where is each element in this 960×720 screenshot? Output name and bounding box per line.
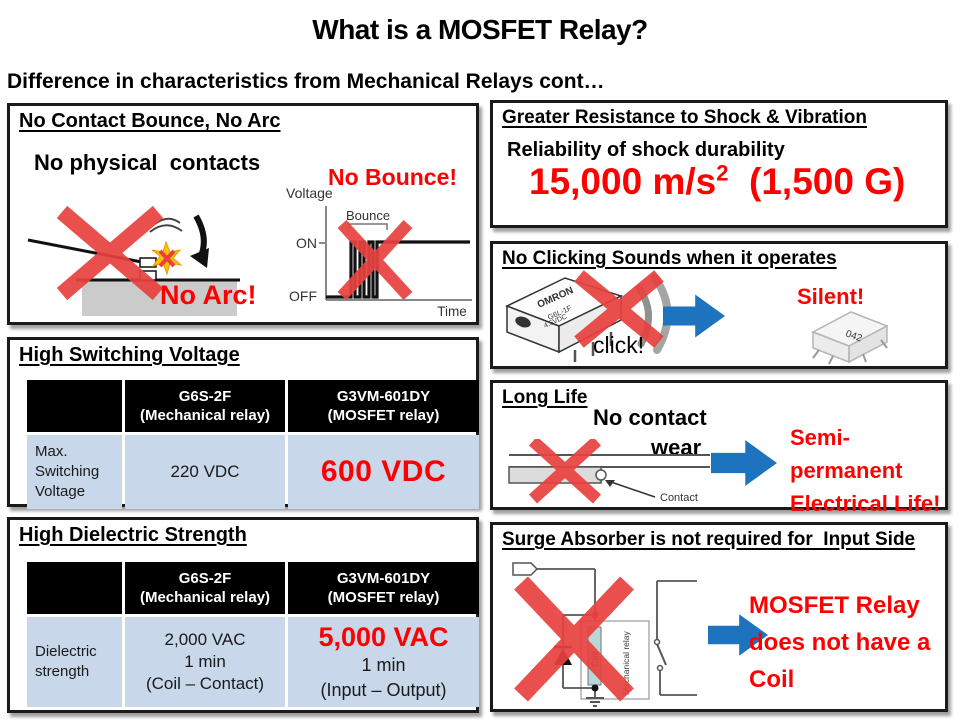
mechanical-value-cell: 220 VDC xyxy=(125,435,285,509)
table-header-empty xyxy=(27,380,122,432)
pointer-arrowhead xyxy=(605,480,615,487)
superscript-2: 2 xyxy=(716,160,729,186)
table-header-mechanical: G6S-2F (Mechanical relay) xyxy=(125,562,285,614)
ground-icon xyxy=(586,697,604,707)
mechanical-value-cell: 2,000 VAC 1 min (Coil – Contact) xyxy=(125,617,285,707)
mosfet-no-coil-text: MOSFET Relay does not have a Coil xyxy=(749,592,931,694)
shock-value: 15,000 m/s2 (1,500 G) xyxy=(529,160,906,202)
panel-title-surge: Surge Absorber is not required for Input… xyxy=(502,529,916,550)
arrow-right-icon xyxy=(708,614,768,656)
shock-reliability-text: Reliability of shock durability xyxy=(507,139,785,161)
relay-circuit-diagram: Coil Mechanical relay xyxy=(512,562,697,707)
switching-voltage-table: G6S-2F (Mechanical relay) G3VM-601DY (MO… xyxy=(27,380,479,509)
arrow-right-icon xyxy=(663,294,725,338)
table-row-label: Max. Switching Voltage xyxy=(27,435,122,509)
panel-title-switching: High Switching Voltage xyxy=(19,344,240,366)
click-text: click! xyxy=(593,332,645,358)
panel-shock-resistance: Greater Resistance to Shock & Vibration … xyxy=(490,100,948,228)
graph-on-label: ON xyxy=(296,235,317,251)
table-row-label: Dielectric strength xyxy=(27,617,122,707)
mechanical-relay-illustration: OMRON G6L-1F 4.5VDC xyxy=(505,270,672,362)
mosfet-value-cell: 600 VDC xyxy=(288,435,479,509)
panel-surge-absorber: Surge Absorber is not required for Input… xyxy=(490,522,948,712)
switch-blade xyxy=(656,643,667,666)
panel-high-switching-voltage: High Switching Voltage G6S-2F (Mechanica… xyxy=(7,337,479,509)
subtitle: Difference in characteristics from Mecha… xyxy=(7,70,605,93)
arrow-right-icon xyxy=(711,440,777,486)
semi-permanent-text: Semi-permanent Electrical Life! xyxy=(790,425,941,516)
panel-no-clicking-sounds: No Clicking Sounds when it operates OMRO… xyxy=(490,241,948,369)
page-title: What is a MOSFET Relay? xyxy=(312,14,648,45)
silent-text: Silent! xyxy=(797,284,865,309)
x-mark-icon xyxy=(528,439,602,504)
spark-icon xyxy=(151,240,183,276)
panel-long-life: Long Life No contact wear Contact Semi-p… xyxy=(490,380,948,516)
contact-wear-illustration: Contact xyxy=(508,439,710,504)
graph-x-axis-label: Time xyxy=(437,304,467,319)
table-header-empty xyxy=(27,562,122,614)
x-mark-icon xyxy=(514,576,634,702)
panel-high-dielectric-strength: High Dielectric Strength G6S-2F (Mechani… xyxy=(7,517,479,713)
panel-title-long-life: Long Life xyxy=(502,387,588,408)
panel-title-shock: Greater Resistance to Shock & Vibration xyxy=(502,107,867,128)
panel-title-no-contact-bounce: No Contact Bounce, No Arc xyxy=(19,110,281,132)
table-header-mosfet: G3VM-601DY (MOSFET relay) xyxy=(288,380,479,432)
graph-bounce-annotation: Bounce xyxy=(346,208,390,223)
x-mark-icon xyxy=(574,270,664,348)
table-header-mechanical: G6S-2F (Mechanical relay) xyxy=(125,380,285,432)
panel-title-clicking: No Clicking Sounds when it operates xyxy=(502,248,837,269)
input-terminal-icon xyxy=(512,562,539,576)
x-mark-icon xyxy=(337,219,413,301)
graph-off-label: OFF xyxy=(289,288,317,304)
table-header-mosfet: G3VM-601DY (MOSFET relay) xyxy=(288,562,479,614)
no-bounce-text: No Bounce! xyxy=(328,164,458,190)
mosfet-relay-illustration: 042 xyxy=(811,311,889,365)
graph-y-axis-label: Voltage xyxy=(286,185,333,201)
bounce-voltage-graph: Voltage ON OFF Bounce Time xyxy=(286,185,472,319)
mechanical-relay-label: Mechanical relay xyxy=(621,630,631,695)
no-contact-text: No contact xyxy=(593,405,707,430)
bottom-node xyxy=(591,684,599,692)
panel-no-contact-bounce: No Contact Bounce, No Arc No physical co… xyxy=(7,103,479,325)
mechanical-contact-illustration xyxy=(27,205,240,316)
contact-notch xyxy=(595,469,607,481)
panel-title-dielectric: High Dielectric Strength xyxy=(19,524,247,546)
dielectric-strength-table: G6S-2F (Mechanical relay) G3VM-601DY (MO… xyxy=(27,562,479,707)
mosfet-value-cell: 5,000 VAC 1 min (Input – Output) xyxy=(288,617,479,707)
relay-pin xyxy=(812,349,820,359)
no-arc-text: No Arc! xyxy=(160,280,257,310)
contact-lever xyxy=(27,238,153,266)
bounce-arcs-icon xyxy=(149,224,183,233)
no-physical-contacts-text: No physical contacts xyxy=(34,150,261,175)
switch-contact xyxy=(653,638,661,646)
contact-label: Contact xyxy=(660,492,698,504)
x-mark-icon xyxy=(56,205,164,301)
